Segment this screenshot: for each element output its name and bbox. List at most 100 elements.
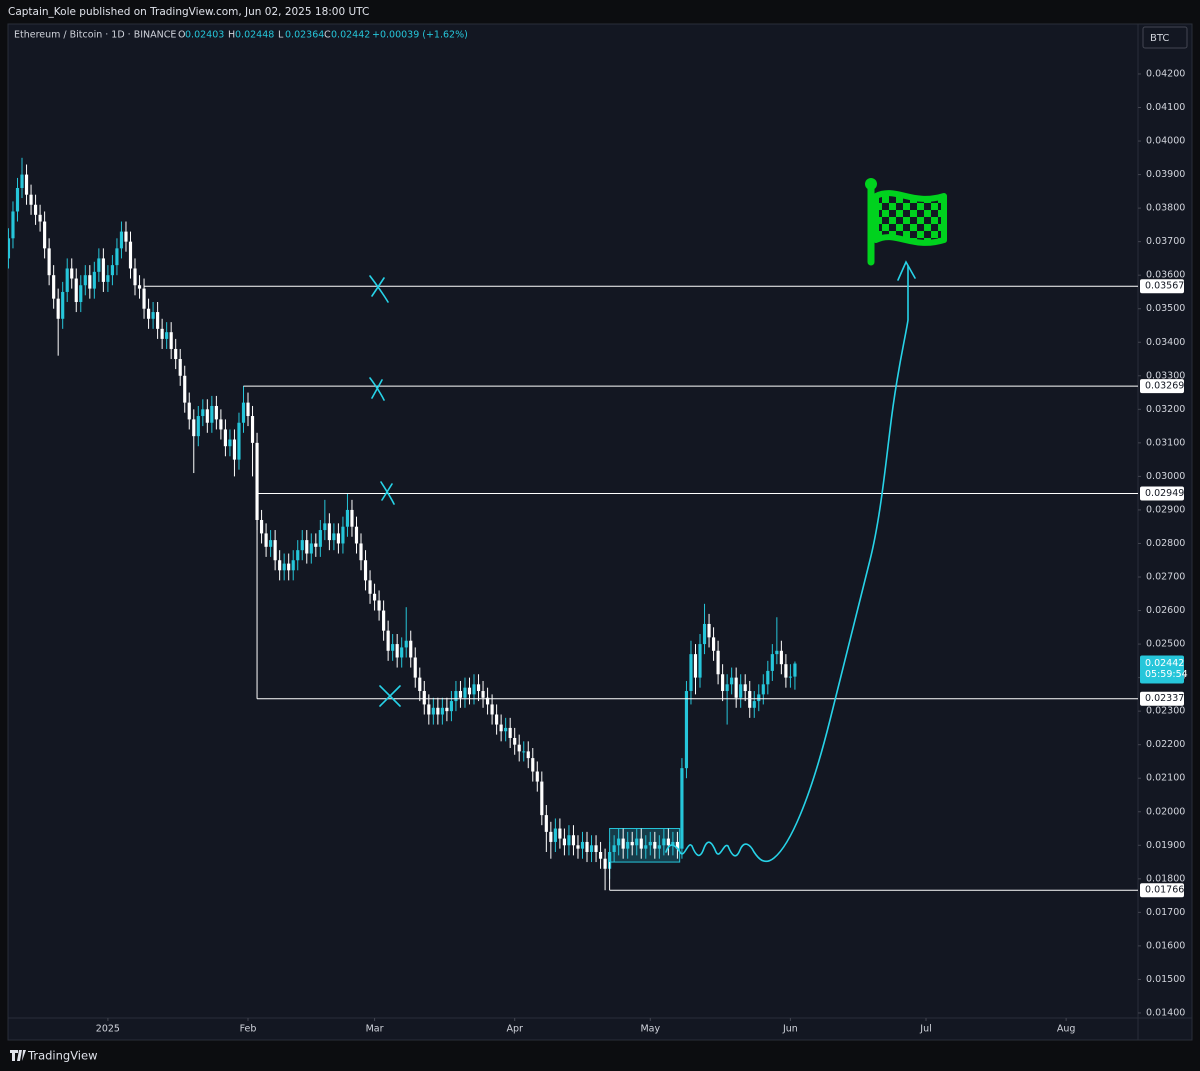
ohlc-value: 0.02364 [285,30,324,41]
ohlc-label: L [278,30,284,41]
legend: Ethereum / Bitcoin · 1D · BINANCE O 0.0240… [14,30,468,41]
candle-body [540,781,544,816]
candle-body [151,312,155,319]
candle-body [169,332,173,349]
candle-body [246,402,250,417]
candle-body [52,275,56,299]
candle-body [269,540,273,547]
level-label: 0.03269 [1145,381,1184,392]
candle-body [702,623,707,645]
candle-body [445,707,449,712]
candle-body [382,610,386,631]
y-tick-label: 0.02800 [1146,538,1185,549]
candle-body [350,509,354,527]
candle-body [766,670,770,685]
footer-logo: TradingView [10,1049,97,1063]
candle-body [558,828,562,839]
candle-body [553,828,557,842]
candle-body [341,526,345,544]
currency-box[interactable] [1142,26,1188,49]
candle-body [734,677,738,698]
candle-body [56,298,60,319]
y-tick-label: 0.02500 [1146,639,1185,650]
level-tag [1140,379,1184,394]
level-tag [1140,883,1184,898]
candle-body [698,644,702,678]
candle-body [454,691,458,702]
candle-body [165,332,169,339]
candle-body [617,838,621,846]
candle-body [748,691,752,708]
chart-title: Ethereum / Bitcoin · 1D · BINANCE [14,30,176,41]
candle-body [621,838,625,849]
candle-body [418,677,422,692]
candle-body [368,580,372,594]
candle-body [422,691,426,705]
candle-body [61,291,65,319]
candle-body [793,663,797,677]
candle-body [386,630,390,651]
x-tick-label: Jul [919,1024,931,1035]
candle-body [214,405,218,420]
axes: 0.01400 0.01500 0.01600 0.01700 0.01800 0.019… [96,68,1188,1034]
logo-text: TradingView [27,1049,97,1063]
y-tick-label: 0.03000 [1146,471,1185,482]
candle-body [305,540,309,554]
candle-body [730,677,734,685]
y-tick-label: 0.01600 [1146,940,1185,951]
candle-body [449,701,453,712]
candle-body [711,637,716,651]
y-tick-label: 0.02700 [1146,572,1185,583]
x-tick-label: Mar [366,1024,384,1035]
candle-body [635,838,639,846]
candle-body [576,845,580,849]
arrow-head [897,260,916,281]
candle-body [739,684,743,698]
candle-body [458,691,463,698]
candle-body [761,684,765,695]
candle-body [97,258,101,272]
y-tick-label: 0.01800 [1146,873,1185,884]
candle-body [178,359,182,376]
candle-body [237,422,241,460]
candle-body [223,429,227,447]
candle-body [653,841,657,849]
candle-body [43,221,47,249]
ohlc-label: C [324,30,331,41]
cross-mark [379,685,401,707]
candle-body [567,835,571,846]
cross-mark [369,377,385,401]
candle-body [101,258,105,282]
y-tick-label: 0.01900 [1146,840,1185,851]
candle-body [83,275,87,286]
x-tick-label: Aug [1057,1024,1076,1035]
target-flag [865,178,947,266]
candle-body [400,647,404,658]
currency-label: BTC [1150,33,1169,44]
candle-body [196,416,200,437]
candle-body [589,845,594,852]
ohlc-label: O [178,30,185,41]
candle-body [476,684,481,692]
candle-body [684,691,689,769]
candle-body [133,268,137,286]
candle-body [174,348,178,360]
candle-body [20,174,24,188]
candle-body [8,238,11,259]
level-label: 0.02337 [1145,693,1184,704]
flag-cloth [873,190,947,246]
candle-body [757,694,761,702]
candle-body [657,845,661,849]
candle-body [499,724,503,732]
candle-body [29,194,33,205]
candle-body [296,550,300,561]
publisher-line: Captain_Kole published on TradingView.co… [8,6,369,18]
candle-body [264,533,268,547]
candle-body [508,727,512,738]
chart-pane [7,23,1193,1041]
candle-body [377,600,381,611]
y-tick-label: 0.03100 [1146,437,1185,448]
plot-area [8,157,1138,891]
candle-body [33,204,38,215]
ohlc-value: 0.02448 [235,30,274,41]
